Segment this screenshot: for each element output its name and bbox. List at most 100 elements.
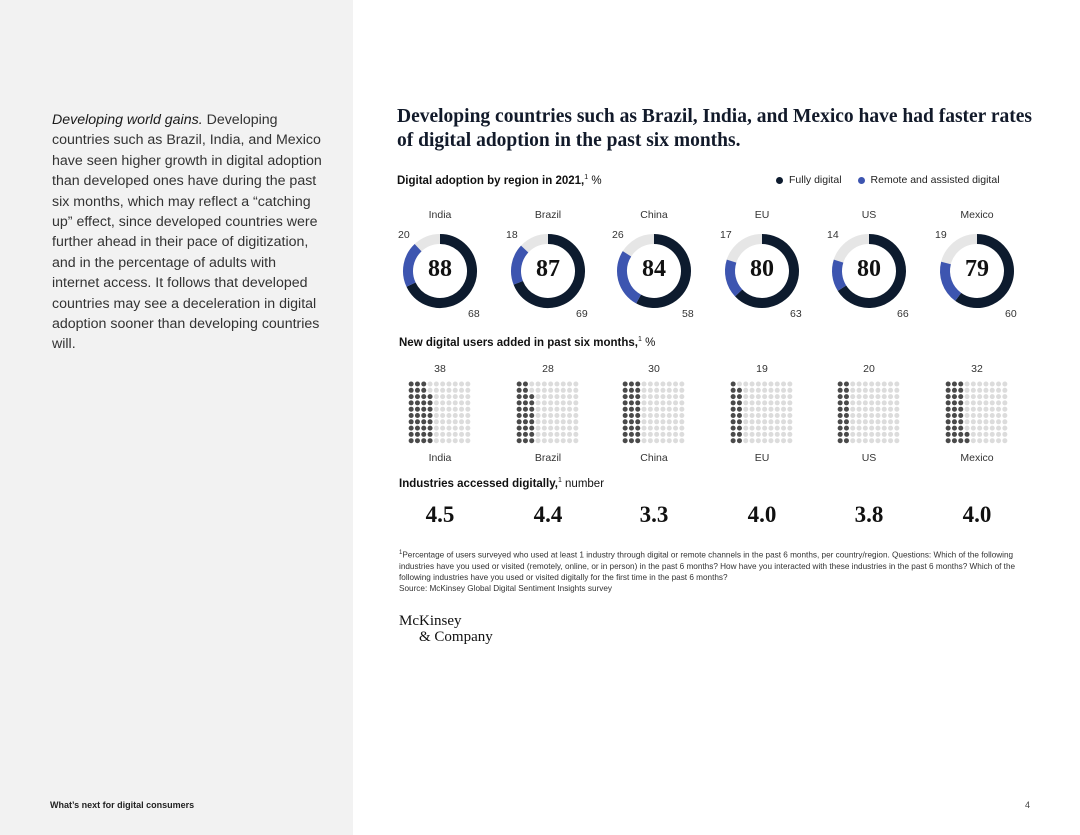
waffle-dot-filled	[730, 406, 736, 412]
waffle-dot-filled	[421, 425, 427, 431]
waffle-dot-empty	[666, 400, 672, 406]
waffle-dot-empty	[660, 400, 666, 406]
waffle-dot-filled	[421, 438, 427, 444]
waffle-dot-filled	[529, 406, 535, 412]
waffle-dot-filled	[843, 431, 849, 437]
waffle-value-china: 30	[648, 363, 660, 375]
page-number: 4	[1025, 800, 1031, 810]
waffle-dot-empty	[856, 381, 862, 387]
waffle-dot-empty	[465, 419, 471, 425]
waffle-dot-empty	[679, 394, 685, 400]
waffle-dot-empty	[755, 400, 761, 406]
waffle-dot-filled	[730, 400, 736, 406]
waffle-dot-empty	[781, 438, 787, 444]
waffle-dot-filled	[730, 387, 736, 393]
donut-remote-value-brazil: 18	[506, 229, 518, 241]
waffle-dot-empty	[440, 413, 446, 418]
waffle-dot-empty	[452, 387, 458, 393]
waffle-dot-empty	[781, 394, 787, 400]
waffle-dot-empty	[647, 394, 653, 400]
waffle-dot-empty	[554, 431, 560, 437]
waffle-dot-filled	[622, 387, 628, 393]
waffle-dot-empty	[666, 413, 672, 418]
waffle-dot-empty	[535, 406, 541, 412]
waffle-dot-empty	[888, 381, 894, 387]
waffle-dot-empty	[743, 438, 749, 444]
waffle-dot-empty	[673, 413, 679, 418]
donut-remote-assisted-china	[617, 251, 642, 304]
waffle-dot-empty	[875, 413, 881, 418]
waffle-dot-empty	[869, 406, 875, 412]
footnote-text: Percentage of users surveyed who used at…	[399, 550, 1016, 583]
waffle-dot-empty	[850, 400, 856, 406]
waffle-dot-empty	[894, 387, 900, 393]
waffle-dot-empty	[768, 400, 774, 406]
waffle-dot-empty	[535, 425, 541, 431]
waffle-dot-empty	[977, 438, 983, 444]
waffle-dot-empty	[440, 394, 446, 400]
donut-label-india: India	[428, 209, 452, 221]
remote-assisted-swatch	[857, 176, 865, 184]
waffle-dot-empty	[541, 413, 547, 418]
footnote: 1Percentage of users surveyed who used a…	[399, 548, 1024, 595]
adoption-title-text: Digital adoption by region in 2021,	[397, 174, 585, 187]
waffle-dot-filled	[958, 394, 964, 400]
waffle-dot-empty	[768, 413, 774, 418]
waffle-dot-empty	[446, 431, 452, 437]
waffle-dot-empty	[459, 406, 465, 412]
waffle-dot-empty	[856, 406, 862, 412]
waffle-dot-filled	[522, 387, 528, 393]
waffle-dot-filled	[516, 387, 522, 393]
new-users-section-title: New digital users added in past six mont…	[399, 336, 655, 349]
waffle-dot-filled	[622, 413, 628, 418]
waffle-dot-empty	[743, 425, 749, 431]
waffle-dot-empty	[894, 425, 900, 431]
waffle-dot-filled	[622, 381, 628, 387]
waffle-dot-empty	[647, 413, 653, 418]
waffle-dot-filled	[628, 400, 634, 406]
waffle-dot-empty	[654, 387, 660, 393]
waffle-dot-empty	[673, 381, 679, 387]
waffle-dot-filled	[522, 406, 528, 412]
new-users-unit: %	[641, 336, 656, 349]
donut-fully-digital-india	[406, 234, 477, 308]
waffle-dot-empty	[459, 400, 465, 406]
waffle-dot-empty	[856, 413, 862, 418]
waffle-dot-empty	[567, 413, 573, 418]
waffle-grid-china	[622, 381, 685, 444]
waffle-dot-filled	[408, 381, 414, 387]
donut-total-us: 80	[857, 256, 881, 282]
waffle-dot-filled	[628, 431, 634, 437]
waffle-value-us: 20	[863, 363, 875, 375]
waffle-dot-empty	[989, 406, 995, 412]
waffle-dot-empty	[573, 413, 579, 418]
waffle-dot-empty	[647, 419, 653, 425]
waffle-dot-empty	[869, 381, 875, 387]
waffle-dot-empty	[964, 413, 970, 418]
waffle-dot-empty	[774, 419, 780, 425]
waffle-dot-empty	[573, 438, 579, 444]
waffle-dot-empty	[573, 400, 579, 406]
waffle-dot-filled	[843, 406, 849, 412]
waffle-dot-empty	[749, 406, 755, 412]
waffle-dot-empty	[647, 425, 653, 431]
waffle-dot-filled	[730, 381, 736, 387]
waffle-dot-empty	[673, 438, 679, 444]
waffle-dot-empty	[749, 381, 755, 387]
waffle-dot-empty	[560, 419, 566, 425]
donut-total-mexico: 79	[965, 256, 989, 282]
waffle-dot-empty	[459, 413, 465, 418]
waffle-dot-empty	[869, 425, 875, 431]
waffle-dot-filled	[635, 425, 641, 431]
waffle-dot-empty	[452, 438, 458, 444]
waffle-dot-empty	[1002, 425, 1008, 431]
waffle-dot-empty	[736, 381, 742, 387]
intro-paragraph: Developing world gains. Developing count…	[52, 110, 322, 355]
waffle-dot-empty	[567, 438, 573, 444]
waffle-label-us: US	[861, 452, 877, 464]
waffle-dot-empty	[869, 431, 875, 437]
waffle-dot-empty	[762, 438, 768, 444]
industries-value-china: 3.3	[639, 502, 669, 527]
waffle-dot-empty	[548, 413, 554, 418]
waffle-dot-empty	[743, 387, 749, 393]
